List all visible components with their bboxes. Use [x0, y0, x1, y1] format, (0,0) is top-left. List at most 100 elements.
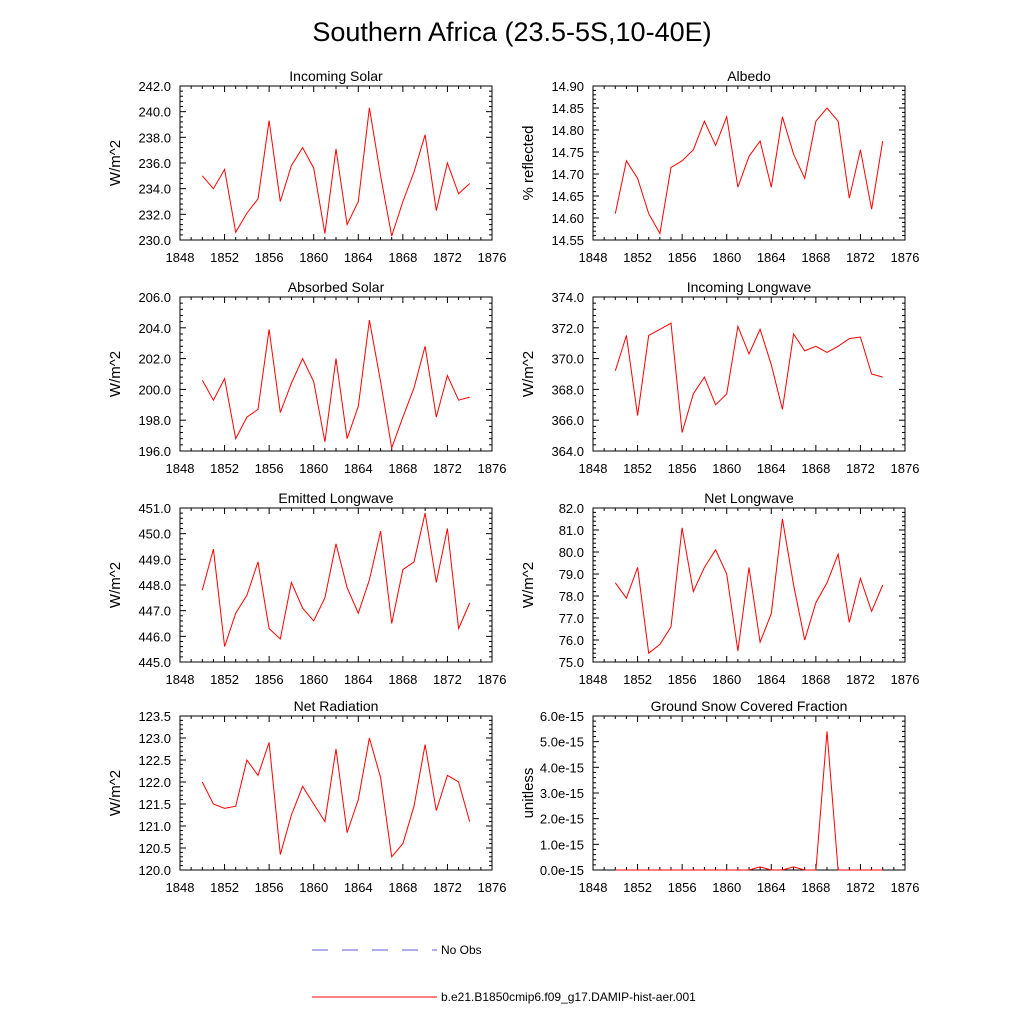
plot-frame	[592, 85, 906, 241]
y-tick-label: 122.5	[138, 753, 171, 768]
x-tick-label: 1872	[433, 250, 462, 265]
y-tick-label: 370.0	[551, 352, 584, 367]
y-axis-label: W/m^2	[107, 770, 124, 816]
plot-frame	[592, 715, 906, 871]
panel-albedo: Albedo % reflected 1848 1852 1856 1860 1864 186…	[520, 68, 919, 265]
y-tick-label: 14.80	[551, 123, 584, 138]
x-tick-label: 1864	[757, 880, 786, 895]
x-tick-label: 1864	[757, 461, 786, 476]
x-tick-label: 1868	[388, 880, 417, 895]
y-axis-label: W/m^2	[520, 351, 537, 397]
x-tick-label: 1848	[166, 250, 195, 265]
y-tick-label: 81.0	[559, 523, 584, 538]
y-tick-label: 120.5	[138, 841, 171, 856]
y-tick-label: 14.85	[551, 101, 584, 116]
x-tick-label: 1848	[166, 880, 195, 895]
x-tick-label: 1848	[166, 461, 195, 476]
y-tick-label: 122.0	[138, 775, 171, 790]
x-tick-label: 1860	[712, 880, 741, 895]
y-axis-label: % reflected	[520, 125, 537, 200]
x-tick-label: 1860	[299, 672, 328, 687]
figure-title: Southern Africa (23.5-5S,10-40E)	[312, 17, 711, 47]
plot-frame	[179, 296, 493, 452]
x-tick-label: 1868	[388, 250, 417, 265]
y-tick-label: 445.0	[138, 655, 171, 670]
x-tick-label: 1876	[891, 880, 920, 895]
panel-emitted-longwave: Emitted Longwave W/m^2 1848 1852 1856 1860 186…	[107, 490, 506, 687]
x-tick-label: 1852	[623, 250, 652, 265]
x-tick-label: 1856	[668, 250, 697, 265]
panels: Incoming Solar W/m^2 1848 1852 1856 1860 1864 1…	[107, 68, 919, 895]
x-tick-label: 1852	[210, 250, 239, 265]
x-tick-label: 1876	[891, 672, 920, 687]
x-tick-label: 1852	[210, 880, 239, 895]
y-tick-label: 364.0	[551, 444, 584, 459]
y-tick-label: 14.60	[551, 211, 584, 226]
x-tick-label: 1868	[801, 880, 830, 895]
x-tick-label: 1876	[891, 250, 920, 265]
series-line	[201, 512, 471, 647]
y-tick-label: 121.5	[138, 797, 171, 812]
x-tick-label: 1856	[668, 880, 697, 895]
x-tick-label: 1864	[344, 880, 373, 895]
y-tick-label: 120.0	[138, 863, 171, 878]
x-tick-label: 1868	[801, 250, 830, 265]
y-tick-label: 14.65	[551, 189, 584, 204]
x-tick-label: 1872	[846, 672, 875, 687]
x-tick-label: 1864	[344, 672, 373, 687]
panel-absorbed-solar: Absorbed Solar W/m^2 1848 1852 1856 1860 1864 1…	[107, 279, 506, 476]
y-tick-label: 368.0	[551, 382, 584, 397]
panel-title: Emitted Longwave	[278, 490, 393, 506]
y-tick-label: 2.0e-15	[540, 812, 584, 827]
y-tick-label: 3.0e-15	[540, 786, 584, 801]
x-tick-label: 1860	[299, 461, 328, 476]
x-tick-label: 1864	[344, 461, 373, 476]
x-tick-label: 1872	[846, 461, 875, 476]
x-tick-label: 1860	[712, 461, 741, 476]
y-tick-label: 448.0	[138, 578, 171, 593]
y-tick-label: 4.0e-15	[540, 760, 584, 775]
x-tick-label: 1876	[478, 672, 507, 687]
x-tick-label: 1848	[579, 880, 608, 895]
y-tick-label: 76.0	[559, 633, 584, 648]
y-tick-label: 6.0e-15	[540, 709, 584, 724]
y-tick-label: 242.0	[138, 79, 171, 94]
x-tick-label: 1868	[801, 672, 830, 687]
y-axis-label: unitless	[520, 768, 537, 819]
y-tick-label: 1.0e-15	[540, 837, 584, 852]
y-tick-label: 450.0	[138, 527, 171, 542]
y-tick-label: 198.0	[138, 413, 171, 428]
x-tick-label: 1868	[801, 461, 830, 476]
y-tick-label: 14.70	[551, 167, 584, 182]
y-tick-label: 80.0	[559, 545, 584, 560]
x-tick-label: 1848	[166, 672, 195, 687]
y-tick-label: 451.0	[138, 501, 171, 516]
y-tick-label: 200.0	[138, 382, 171, 397]
y-tick-label: 123.0	[138, 731, 171, 746]
panel-title: Albedo	[727, 68, 771, 84]
y-axis-label: W/m^2	[107, 140, 124, 186]
x-tick-label: 1860	[299, 880, 328, 895]
y-axis-label: W/m^2	[520, 562, 537, 608]
x-tick-label: 1852	[623, 880, 652, 895]
y-tick-label: 374.0	[551, 290, 584, 305]
y-tick-label: 196.0	[138, 444, 171, 459]
y-axis-label: W/m^2	[107, 351, 124, 397]
y-tick-label: 447.0	[138, 604, 171, 619]
y-tick-label: 14.55	[551, 233, 584, 248]
y-axis-label: W/m^2	[107, 562, 124, 608]
series-line	[614, 322, 883, 433]
x-tick-label: 1872	[846, 250, 875, 265]
series-line	[615, 731, 883, 871]
x-tick-label: 1856	[255, 461, 284, 476]
y-tick-label: 14.90	[551, 79, 584, 94]
panel-title: Net Longwave	[704, 490, 794, 506]
x-tick-label: 1876	[478, 461, 507, 476]
panel-net-radiation: Net Radiation W/m^2 1848 1852 1856 1860 1864 18…	[107, 698, 506, 895]
y-tick-label: 240.0	[138, 105, 171, 120]
x-tick-label: 1868	[388, 461, 417, 476]
series-line	[201, 737, 471, 858]
y-tick-label: 77.0	[559, 611, 584, 626]
legend: No Obs b.e21.B1850cmip6.f09_g17.DAMIP-hi…	[312, 943, 696, 1004]
y-tick-label: 204.0	[138, 321, 171, 336]
